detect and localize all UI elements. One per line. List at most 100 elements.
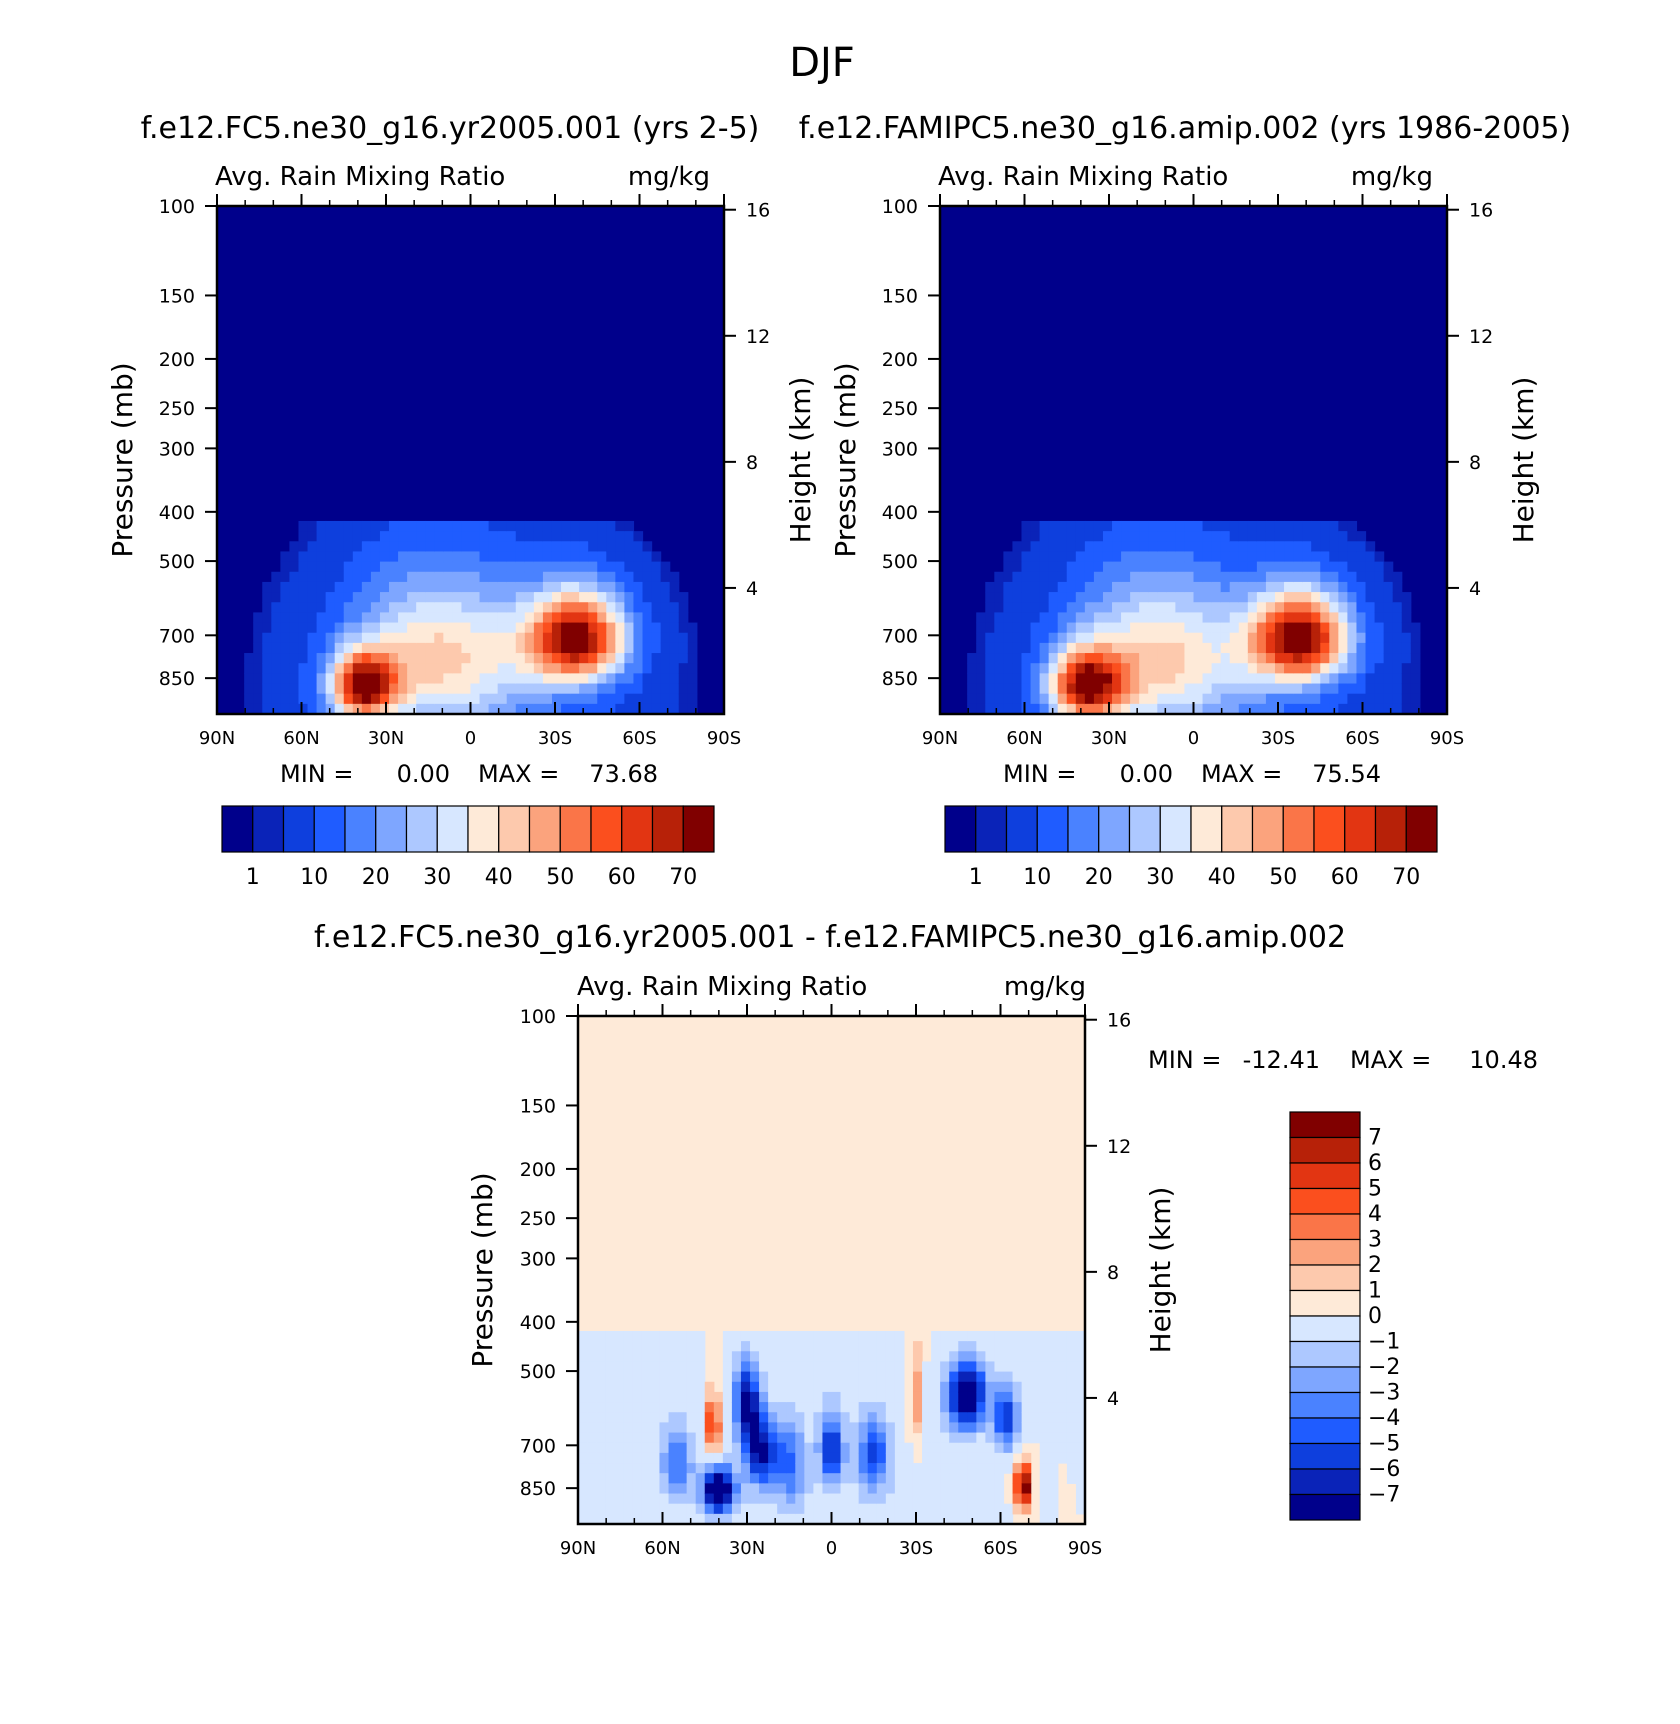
- contour-cell: [722, 1351, 733, 1363]
- contour-cell: [958, 1463, 968, 1474]
- stats-min-value: -12.41: [1243, 1046, 1320, 1074]
- contour-cell: [470, 581, 481, 593]
- contour-cell: [651, 622, 662, 634]
- contour-cell: [885, 1361, 896, 1373]
- contour-cell: [307, 612, 318, 624]
- contour-cell: [533, 673, 544, 685]
- contour-cell: [1021, 561, 1032, 573]
- contour-cell: [1021, 703, 1032, 715]
- contour-cell: [1193, 520, 1204, 532]
- contour-cell: [633, 683, 644, 695]
- contour-cell: [1302, 541, 1312, 553]
- contour-cell: [1202, 581, 1213, 593]
- contour-cell: [316, 693, 327, 705]
- contour-cell: [885, 1412, 896, 1423]
- contour-cell: [1030, 1361, 1041, 1373]
- contour-cell: [262, 622, 272, 634]
- contour-cell: [615, 622, 626, 634]
- contour-cell: [750, 1381, 760, 1393]
- contour-cell: [389, 663, 399, 674]
- contour-cell: [1039, 683, 1050, 695]
- contour-cell: [316, 561, 327, 573]
- contour-cell: [1112, 602, 1122, 613]
- y-tick-label: 300: [159, 438, 195, 460]
- contour-cell: [1329, 551, 1339, 563]
- contour-cell: [686, 1493, 697, 1505]
- contour-cell: [588, 683, 598, 695]
- contour-cell: [1374, 602, 1385, 613]
- contour-cell: [687, 663, 698, 674]
- contour-cell: [1238, 622, 1249, 634]
- contour-cell: [669, 612, 680, 624]
- colorbar-label: 5: [1368, 1177, 1382, 1202]
- contour-cell: [407, 592, 417, 603]
- contour-cell: [587, 1391, 597, 1403]
- contour-cell: [894, 1493, 905, 1505]
- contour-cell: [515, 551, 526, 563]
- contour-cell: [596, 1503, 606, 1515]
- contour-cell: [1093, 703, 1104, 715]
- contour-cell: [570, 531, 580, 542]
- contour-cell: [849, 1402, 860, 1413]
- contour-cell: [1293, 581, 1303, 593]
- contour-cell: [614, 1412, 624, 1423]
- contour-cell: [343, 683, 354, 695]
- contour-cell: [1012, 703, 1023, 715]
- contour-cell: [1302, 551, 1312, 563]
- contour-cell: [695, 1341, 706, 1352]
- contour-cell: [479, 673, 490, 685]
- contour-cell: [1166, 632, 1176, 644]
- contour-cell: [1093, 551, 1104, 563]
- contour-cell: [1256, 673, 1267, 685]
- contour-cell: [1102, 571, 1113, 583]
- contour-cell: [579, 612, 589, 624]
- contour-cell: [642, 551, 653, 563]
- contour-cell: [1084, 673, 1095, 685]
- x-tick-label: 60S: [983, 1538, 1017, 1559]
- contour-cell: [912, 1463, 923, 1474]
- contour-cell: [677, 1452, 688, 1464]
- contour-cell: [668, 1513, 679, 1525]
- contour-cell: [976, 1473, 987, 1484]
- contour-cell: [606, 632, 616, 644]
- contour-cell: [1148, 683, 1158, 695]
- contour-cell: [1030, 1330, 1041, 1342]
- contour-cell: [614, 1330, 624, 1342]
- contour-cell: [1265, 520, 1276, 532]
- colorbar-label: 1: [1368, 1279, 1382, 1304]
- contour-cell: [1121, 622, 1131, 634]
- contour-cell: [1130, 673, 1140, 685]
- contour-cell: [1039, 632, 1050, 644]
- contour-cell: [1302, 673, 1312, 685]
- contour-cell: [289, 602, 300, 613]
- contour-cell: [461, 571, 472, 583]
- contour-cell: [1401, 693, 1412, 705]
- contour-cell: [434, 551, 444, 563]
- contour-cell: [271, 612, 281, 624]
- contour-cell: [994, 642, 1004, 654]
- contour-cell: [885, 1483, 896, 1495]
- contour-cell: [398, 602, 408, 613]
- contour-cell: [352, 663, 363, 674]
- contour-cell: [570, 551, 580, 563]
- contour-cell: [542, 663, 553, 674]
- contour-cell: [1256, 561, 1267, 573]
- contour-cell: [994, 581, 1004, 593]
- contour-cell: [1048, 541, 1059, 553]
- contour-cell: [1247, 581, 1258, 593]
- contour-cell: [903, 1483, 914, 1495]
- contour-cell: [1003, 1412, 1014, 1423]
- contour-cell: [271, 653, 281, 664]
- colorbar-box: [1036, 805, 1069, 853]
- contour-cell: [713, 1473, 724, 1484]
- contour-cell: [1003, 581, 1014, 593]
- colorbar-box: [1344, 805, 1377, 853]
- contour-cell: [1057, 642, 1068, 654]
- contour-cell: [343, 592, 354, 603]
- contour-cell: [614, 1351, 624, 1363]
- contour-cell: [596, 1422, 606, 1434]
- contour-cell: [831, 1503, 842, 1515]
- contour-cell: [822, 1351, 833, 1363]
- contour-cell: [1166, 622, 1176, 634]
- contour-cell: [1012, 1442, 1023, 1454]
